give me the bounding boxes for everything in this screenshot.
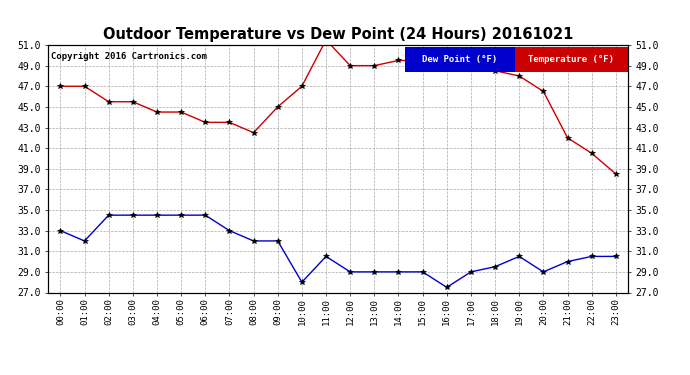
Text: Copyright 2016 Cartronics.com: Copyright 2016 Cartronics.com	[51, 53, 207, 62]
Title: Outdoor Temperature vs Dew Point (24 Hours) 20161021: Outdoor Temperature vs Dew Point (24 Hou…	[103, 27, 573, 42]
